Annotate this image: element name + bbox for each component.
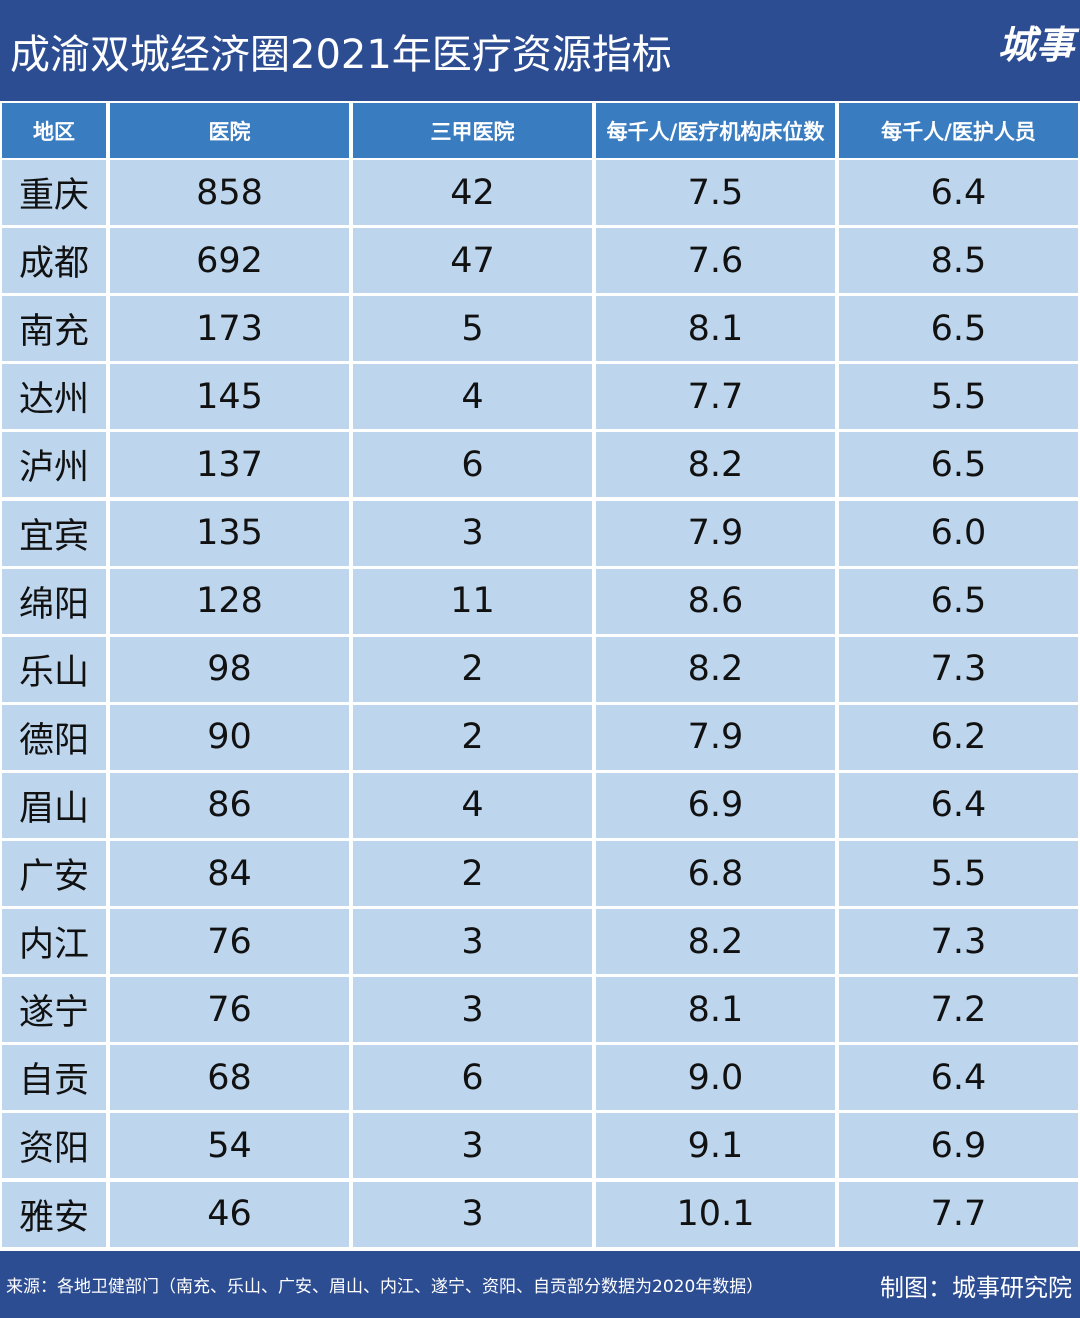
- value-cell: 4: [353, 364, 592, 430]
- column-header: 医院: [110, 103, 349, 158]
- value-cell: 98: [110, 636, 349, 702]
- value-cell: 4: [353, 772, 592, 838]
- value-cell: 692: [110, 228, 349, 294]
- value-cell: 7.9: [596, 704, 835, 770]
- value-cell: 7.5: [596, 160, 835, 226]
- value-cell: 76: [110, 977, 349, 1043]
- value-cell: 7.2: [839, 977, 1078, 1043]
- value-cell: 6.4: [839, 772, 1078, 838]
- value-cell: 8.6: [596, 568, 835, 634]
- value-cell: 3: [353, 1181, 592, 1247]
- value-cell: 137: [110, 432, 349, 498]
- region-cell: 达州: [2, 364, 106, 430]
- region-cell: 南充: [2, 296, 106, 362]
- region-cell: 眉山: [2, 772, 106, 838]
- footer-bar: [0, 1251, 1080, 1318]
- region-cell: 泸州: [2, 432, 106, 498]
- value-cell: 6.5: [839, 568, 1078, 634]
- source-note: 来源：各地卫健部门（南充、乐山、广安、眉山、内江、遂宁、资阳、自贡部分数据为20…: [6, 1277, 764, 1297]
- region-cell: 宜宾: [2, 500, 106, 566]
- value-cell: 46: [110, 1181, 349, 1247]
- title: 成渝双城经济圈2021年医疗资源指标: [10, 32, 672, 78]
- region-cell: 德阳: [2, 704, 106, 770]
- logo: 城事: [997, 23, 1074, 67]
- value-cell: 42: [353, 160, 592, 226]
- value-cell: 8.2: [596, 432, 835, 498]
- value-cell: 7.3: [839, 909, 1078, 975]
- value-cell: 6.9: [839, 1113, 1078, 1179]
- value-cell: 47: [353, 228, 592, 294]
- column-header: 三甲医院: [353, 103, 592, 158]
- value-cell: 6.5: [839, 296, 1078, 362]
- value-cell: 6.5: [839, 432, 1078, 498]
- value-cell: 11: [353, 568, 592, 634]
- value-cell: 7.9: [596, 500, 835, 566]
- credit: 制图：城事研究院: [880, 1274, 1072, 1302]
- value-cell: 3: [353, 1113, 592, 1179]
- value-cell: 90: [110, 704, 349, 770]
- value-cell: 7.3: [839, 636, 1078, 702]
- value-cell: 6.4: [839, 160, 1078, 226]
- value-cell: 5.5: [839, 841, 1078, 907]
- value-cell: 86: [110, 772, 349, 838]
- value-cell: 68: [110, 1045, 349, 1111]
- value-cell: 6.4: [839, 1045, 1078, 1111]
- region-cell: 自贡: [2, 1045, 106, 1111]
- region-cell: 资阳: [2, 1113, 106, 1179]
- value-cell: 3: [353, 909, 592, 975]
- value-cell: 858: [110, 160, 349, 226]
- value-cell: 6.2: [839, 704, 1078, 770]
- value-cell: 7.7: [596, 364, 835, 430]
- value-cell: 8.1: [596, 977, 835, 1043]
- value-cell: 5.5: [839, 364, 1078, 430]
- region-cell: 乐山: [2, 636, 106, 702]
- value-cell: 6.0: [839, 500, 1078, 566]
- value-cell: 135: [110, 500, 349, 566]
- header-bar: [0, 0, 1080, 101]
- value-cell: 3: [353, 977, 592, 1043]
- value-cell: 6: [353, 432, 592, 498]
- value-cell: 7.7: [839, 1181, 1078, 1247]
- column-header: 每千人/医护人员: [839, 103, 1078, 158]
- value-cell: 3: [353, 500, 592, 566]
- value-cell: 8.1: [596, 296, 835, 362]
- region-cell: 遂宁: [2, 977, 106, 1043]
- value-cell: 6.9: [596, 772, 835, 838]
- column-header: 地区: [2, 103, 106, 158]
- value-cell: 2: [353, 636, 592, 702]
- value-cell: 9.1: [596, 1113, 835, 1179]
- value-cell: 84: [110, 841, 349, 907]
- value-cell: 128: [110, 568, 349, 634]
- value-cell: 2: [353, 704, 592, 770]
- value-cell: 145: [110, 364, 349, 430]
- value-cell: 9.0: [596, 1045, 835, 1111]
- value-cell: 2: [353, 841, 592, 907]
- value-cell: 54: [110, 1113, 349, 1179]
- value-cell: 8.2: [596, 909, 835, 975]
- region-cell: 雅安: [2, 1181, 106, 1247]
- region-cell: 广安: [2, 841, 106, 907]
- value-cell: 5: [353, 296, 592, 362]
- region-cell: 绵阳: [2, 568, 106, 634]
- region-cell: 成都: [2, 228, 106, 294]
- value-cell: 10.1: [596, 1181, 835, 1247]
- value-cell: 7.6: [596, 228, 835, 294]
- value-cell: 6.8: [596, 841, 835, 907]
- value-cell: 76: [110, 909, 349, 975]
- value-cell: 8.5: [839, 228, 1078, 294]
- column-header: 每千人/医疗机构床位数: [596, 103, 835, 158]
- region-cell: 内江: [2, 909, 106, 975]
- value-cell: 6: [353, 1045, 592, 1111]
- value-cell: 173: [110, 296, 349, 362]
- value-cell: 8.2: [596, 636, 835, 702]
- region-cell: 重庆: [2, 160, 106, 226]
